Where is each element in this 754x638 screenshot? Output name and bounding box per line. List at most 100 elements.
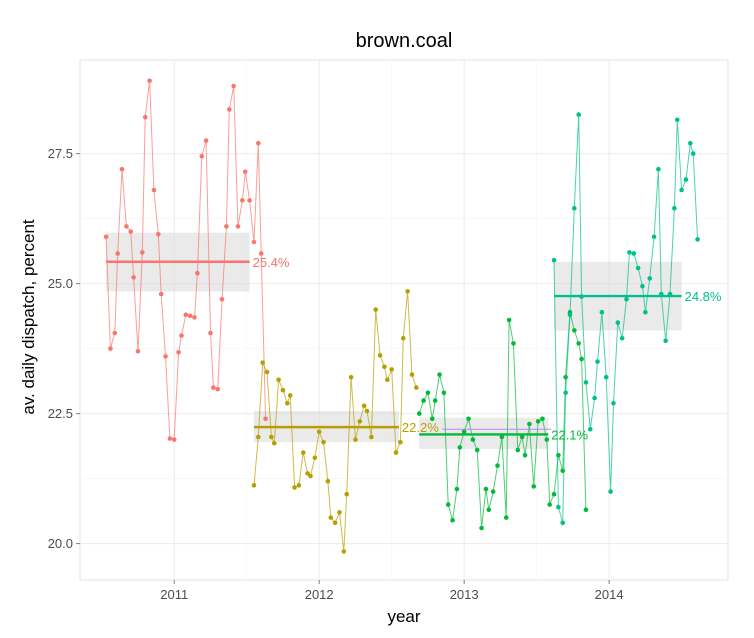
data-point (382, 364, 387, 370)
data-point (656, 166, 661, 172)
data-point (389, 367, 394, 372)
data-point (674, 117, 680, 123)
data-point (364, 408, 370, 414)
data-point (344, 491, 350, 497)
data-point (560, 520, 566, 526)
data-point (385, 377, 390, 383)
y-tick-label: 27.5 (48, 146, 73, 161)
data-point (486, 507, 492, 513)
data-point (280, 387, 286, 393)
data-point (337, 510, 342, 515)
data-point (260, 360, 265, 365)
data-point (522, 452, 528, 458)
data-point (373, 307, 379, 312)
data-point (643, 309, 648, 315)
data-point (624, 296, 629, 302)
data-point (163, 354, 168, 359)
data-point (179, 333, 184, 338)
data-point (287, 393, 293, 398)
data-point (285, 400, 290, 406)
data-point (672, 205, 677, 211)
mean-label: 22.2% (402, 420, 439, 435)
data-point (135, 348, 141, 354)
x-tick-label: 2014 (595, 587, 624, 602)
data-point (398, 439, 403, 445)
data-point (490, 489, 496, 494)
data-point (592, 395, 597, 401)
data-point (690, 151, 696, 156)
data-point (128, 229, 134, 234)
data-point (583, 380, 589, 385)
data-point (651, 234, 657, 240)
data-point (264, 369, 270, 375)
chart-title: brown.coal (356, 30, 453, 52)
data-point (231, 83, 236, 89)
data-point (357, 419, 363, 424)
data-point (511, 341, 516, 346)
y-tick-label: 22.5 (48, 406, 73, 421)
data-point (551, 491, 557, 497)
data-point (112, 330, 118, 336)
data-point (369, 434, 374, 440)
data-point (567, 312, 573, 318)
data-point (240, 198, 245, 203)
data-point (155, 231, 161, 237)
data-point (679, 187, 684, 193)
data-point (321, 439, 326, 445)
data-point (203, 138, 209, 143)
data-point (499, 434, 505, 440)
data-point (115, 251, 120, 256)
data-point (416, 411, 422, 416)
data-point (425, 390, 431, 396)
data-point (103, 234, 109, 240)
data-point (556, 452, 561, 458)
data-point (556, 504, 561, 510)
y-tick-label: 25.0 (48, 276, 73, 291)
data-point (353, 437, 358, 442)
data-point (576, 341, 581, 346)
data-point (619, 335, 625, 341)
data-point (227, 107, 232, 112)
data-point (377, 353, 383, 358)
data-point (483, 486, 489, 492)
data-point (224, 224, 229, 229)
data-point (640, 283, 645, 289)
data-point (461, 429, 467, 435)
data-point (251, 483, 257, 488)
data-point (211, 385, 216, 390)
data-point (256, 140, 261, 146)
data-point (316, 429, 322, 435)
data-point (124, 224, 129, 229)
data-point (312, 455, 318, 461)
data-point (348, 374, 354, 380)
data-point (572, 205, 577, 211)
data-point (551, 257, 557, 263)
data-point (519, 434, 525, 440)
data-point (215, 386, 221, 392)
data-point (300, 450, 306, 455)
data-point (583, 507, 589, 513)
data-point (627, 250, 632, 255)
mean-label: 24.8% (685, 289, 722, 304)
data-point (263, 416, 268, 422)
data-point (695, 237, 700, 242)
data-point (647, 276, 653, 281)
data-point (631, 251, 637, 256)
data-point (454, 486, 460, 492)
data-point (572, 328, 577, 333)
data-point (195, 270, 200, 276)
data-point (171, 437, 177, 442)
data-point (296, 483, 302, 488)
data-point (183, 312, 189, 318)
data-point (587, 426, 593, 432)
data-point (506, 317, 512, 323)
data-point (414, 385, 419, 390)
data-point (409, 372, 415, 377)
data-point (400, 335, 406, 341)
y-axis-title: av. daily dispatch, percent (19, 219, 38, 415)
data-point (242, 169, 248, 175)
data-point (393, 450, 399, 455)
data-point (466, 416, 471, 422)
data-point (470, 437, 476, 442)
data-point (603, 374, 609, 380)
